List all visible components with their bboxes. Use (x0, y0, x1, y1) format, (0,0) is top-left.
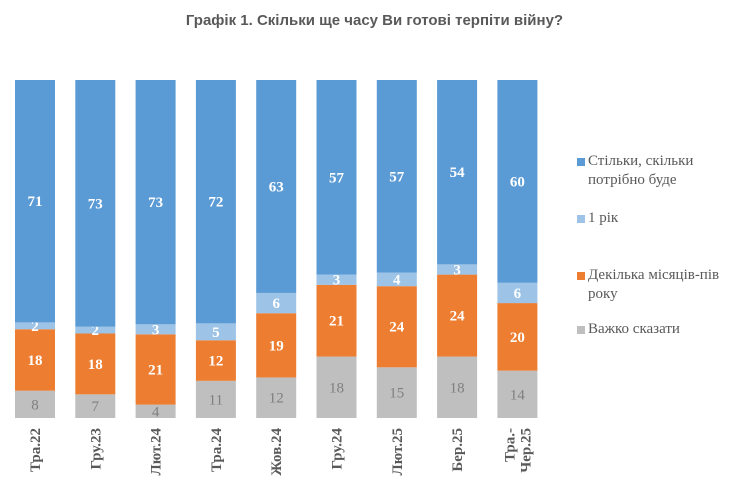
bar-segment (75, 394, 116, 418)
legend-item-few-months: Декілька місяців-пів року (577, 266, 747, 304)
bar-segment (497, 282, 538, 304)
bar-segment (15, 322, 55, 330)
bar-segment (135, 334, 176, 405)
data-label: 3 (152, 322, 160, 338)
legend-swatch (577, 215, 585, 223)
bar-segment (256, 313, 297, 378)
bar-segment (15, 329, 55, 391)
x-tick-label: Лют.25 (390, 428, 406, 475)
bar-segment (316, 80, 357, 275)
data-label: 73 (148, 195, 163, 211)
bar-segment (195, 80, 236, 324)
legend: Стільки, скільки потрібно буде 1 рік Дек… (577, 152, 747, 339)
data-label: 4 (393, 272, 401, 288)
data-label: 19 (269, 338, 284, 354)
x-tick-label: Гру.23 (88, 428, 104, 470)
legend-swatch (577, 326, 585, 334)
bar-segment (437, 274, 478, 357)
data-label: 57 (329, 170, 345, 186)
legend-swatch (577, 158, 585, 166)
bar-segment (316, 284, 357, 357)
data-label: 12 (208, 354, 223, 370)
legend-label: Декілька місяців-пів року (588, 267, 720, 302)
legend-item-as-long-as-needed: Стільки, скільки потрібно буде (577, 152, 747, 190)
bar-segment (376, 286, 417, 368)
data-label: 57 (389, 169, 405, 185)
data-label: 21 (329, 314, 344, 330)
bar-segment (75, 80, 116, 327)
data-label: 18 (28, 353, 43, 369)
data-label: 24 (450, 309, 466, 325)
x-tick-label: Бер.25 (450, 428, 466, 472)
data-label: 18 (329, 380, 344, 396)
x-tick-label: Гру.24 (330, 428, 346, 470)
bar-segment (195, 323, 236, 341)
data-label: 8 (31, 397, 39, 413)
x-tick-label: Тра.24 (209, 428, 225, 473)
bar-segment (15, 390, 55, 418)
bar-segment (195, 380, 236, 418)
data-label: 11 (209, 392, 223, 408)
bar-segment (497, 303, 538, 371)
x-tick-label: Тра.22 (28, 428, 44, 472)
data-label: 24 (389, 320, 405, 336)
bar-segment (15, 80, 55, 323)
bar-segment (256, 377, 297, 418)
x-tick-label: Лют.24 (149, 428, 165, 476)
legend-label: Стільки, скільки потрібно буде (588, 153, 694, 188)
x-tick-label: Жов.24 (269, 428, 285, 476)
bar-segment (497, 80, 538, 283)
data-label: 71 (28, 194, 43, 210)
data-label: 6 (272, 296, 280, 312)
data-label: 60 (510, 174, 525, 190)
data-label: 18 (88, 357, 103, 373)
data-label: 63 (269, 179, 284, 195)
bar-segment (195, 340, 236, 381)
data-label: 14 (510, 387, 526, 403)
bar-segment (135, 324, 176, 335)
data-label: 6 (514, 286, 522, 302)
data-label: 72 (208, 195, 223, 211)
legend-label: 1 рік (588, 210, 619, 226)
bar-segment (316, 356, 357, 418)
bar-segment (376, 80, 417, 273)
data-label: 4 (152, 404, 160, 420)
legend-item-1-year: 1 рік (577, 209, 747, 228)
data-label: 54 (450, 165, 466, 181)
bar-segment (437, 264, 478, 275)
data-label: 12 (269, 391, 284, 407)
data-label: 3 (333, 273, 341, 289)
data-label: 2 (31, 319, 39, 335)
bar-segment (437, 356, 478, 418)
data-label: 15 (389, 386, 404, 402)
data-label: 73 (88, 196, 103, 212)
data-label: 7 (92, 399, 100, 415)
bar-segment (135, 80, 176, 325)
x-tick-label: Тра.-Чер.25 (502, 428, 534, 473)
bar-segment (75, 326, 116, 334)
bar-segment (376, 367, 417, 418)
bar-segment (437, 80, 478, 265)
bar-segment (75, 333, 116, 395)
data-label: 2 (92, 323, 100, 339)
data-label: 5 (212, 325, 220, 341)
data-label: 20 (510, 330, 525, 346)
bar-segment (135, 404, 176, 418)
bar-segment (497, 370, 538, 418)
legend-swatch (577, 272, 585, 280)
legend-item-hard-to-say: Важко сказати (577, 320, 747, 339)
bar-segment (376, 272, 417, 287)
chart-title: Графік 1. Скільки ще часу Ви готові терп… (185, 12, 564, 29)
bar-segment (256, 80, 297, 293)
legend-label: Важко сказати (588, 321, 680, 337)
data-label: 21 (148, 362, 163, 378)
bar-segment (256, 292, 297, 314)
data-label: 18 (450, 380, 465, 396)
data-label: 3 (453, 262, 461, 278)
bar-segment (316, 274, 357, 285)
